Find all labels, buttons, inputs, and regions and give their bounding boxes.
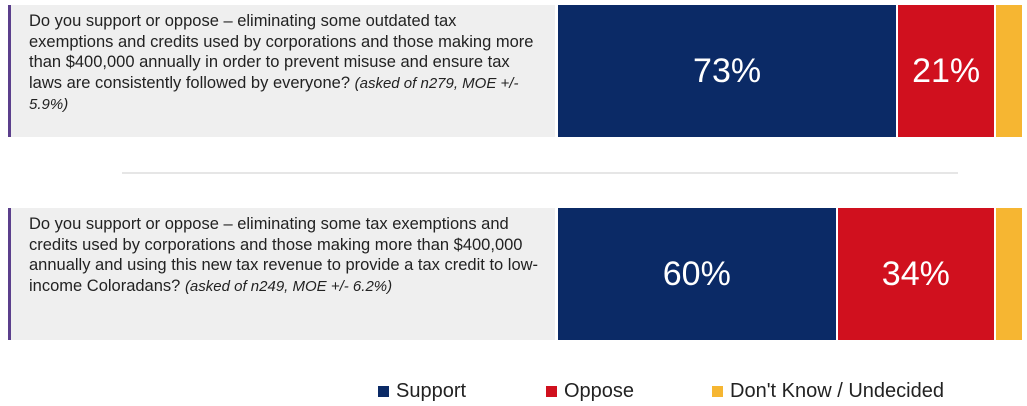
bar-segment [996,208,1022,340]
bar-segment: 34% [837,208,995,340]
legend-label: Don't Know / Undecided [730,380,944,402]
data-label: 60% [662,254,731,293]
bar-segment [996,5,1022,137]
legend-label: Support [396,380,467,402]
legend-item: Support [378,380,466,403]
legend-item: Don't Know / Undecided [712,380,944,403]
legend-item: Oppose [546,380,634,403]
bar-segment: 21% [898,5,995,137]
question-box: Do you support or oppose – eliminating s… [8,5,555,137]
question-note: (asked of n249, MOE +/- 6.2%) [184,277,393,295]
separator [122,172,958,174]
bar-segment: 60% [558,208,836,340]
bar-segment: 73% [558,5,897,137]
data-label: 34% [881,254,950,293]
question-text: Do you support or oppose – eliminating s… [29,215,539,295]
question-note: (asked of n279, MOE +/- 5.9%) [29,74,519,114]
data-label: 73% [693,51,762,90]
legend-swatch [712,386,723,397]
legend-label: Oppose [564,380,635,402]
legend-swatch [378,386,389,397]
question-text: Do you support or oppose – eliminating s… [29,12,534,92]
data-label: 21% [912,51,981,90]
question-box: Do you support or oppose – eliminating s… [8,208,555,340]
legend-swatch [546,386,557,397]
